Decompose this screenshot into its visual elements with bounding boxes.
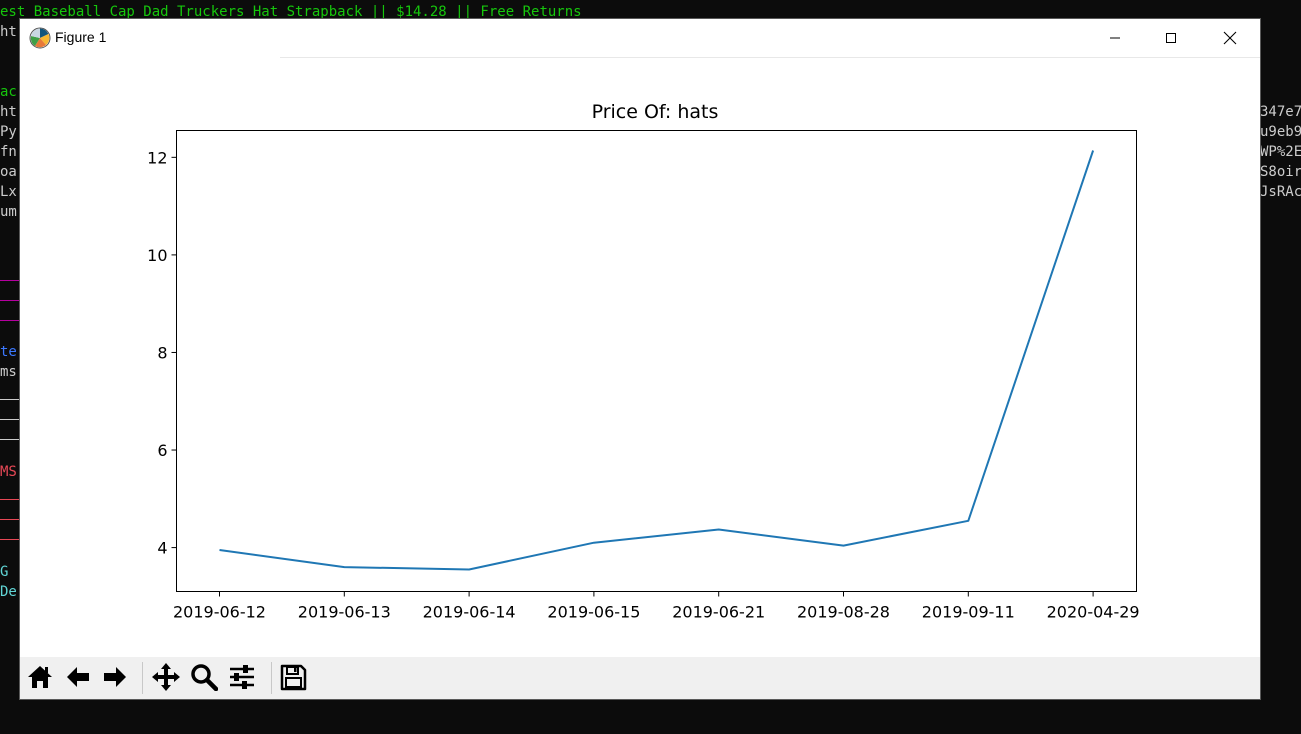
terminal-fragment: ms <box>0 364 17 380</box>
toolbar-separator <box>271 662 272 694</box>
axes-frame <box>176 130 1137 592</box>
figure-window: Figure 1 Price Of: hats 4 6 8 10 12 2019-06-1… <box>20 19 1260 699</box>
y-tick-label: 12 <box>147 148 167 167</box>
close-button[interactable] <box>1201 19 1259 57</box>
window-title: Figure 1 <box>55 29 107 45</box>
forward-button[interactable] <box>98 660 132 694</box>
x-tick-label: 2020-04-29 <box>1047 603 1140 622</box>
toolbar-separator <box>142 662 143 694</box>
terminal-rule <box>0 539 20 540</box>
x-tick-label: 2019-06-21 <box>672 603 765 622</box>
terminal-rule <box>0 439 20 440</box>
line-chart: Price Of: hats 4 6 8 10 12 2019-06-12 2019-06-… <box>147 101 1140 622</box>
title-bar[interactable]: Figure 1 <box>20 19 1260 57</box>
terminal-fragment: fn <box>0 144 17 160</box>
minimize-icon <box>1110 37 1120 39</box>
y-tick-label: 8 <box>157 343 167 362</box>
terminal-fragment: oa <box>0 164 17 180</box>
y-tick-label: 4 <box>157 539 167 558</box>
terminal-rule <box>0 280 20 281</box>
terminal-rule <box>0 499 20 500</box>
chart-title: Price Of: hats <box>592 101 719 123</box>
terminal-fragment: JsRAc <box>1260 184 1301 200</box>
terminal-fragment: MS <box>0 464 17 480</box>
save-button[interactable] <box>276 660 310 694</box>
x-tick-label: 2019-09-11 <box>922 603 1015 622</box>
maximize-icon <box>1166 33 1176 43</box>
home-icon <box>28 666 52 688</box>
terminal-right-strip: 347e7 u9eb9 WP%2E S8oir JsRAc <box>1260 0 1301 734</box>
navigation-toolbar <box>20 657 1260 699</box>
terminal-fragment: De <box>0 584 17 600</box>
x-tick-label: 2019-08-28 <box>797 603 890 622</box>
y-tick-label: 10 <box>147 246 167 265</box>
terminal-fragment: ht <box>0 104 17 120</box>
minimize-button[interactable] <box>1086 19 1144 57</box>
pan-button[interactable] <box>149 660 183 694</box>
terminal-fragment: ac <box>0 84 17 100</box>
configure-subplots-button[interactable] <box>225 660 259 694</box>
terminal-rule <box>0 320 20 321</box>
terminal-fragment: S8oir <box>1260 164 1301 180</box>
terminal-fragment: G <box>0 564 17 580</box>
x-tick-label: 2019-06-14 <box>423 603 516 622</box>
terminal-fragment: u9eb9 <box>1260 124 1301 140</box>
terminal-rule <box>0 399 20 400</box>
matplotlib-logo-icon <box>29 27 51 49</box>
terminal-fragment: 347e7 <box>1260 104 1301 120</box>
terminal-top-line: est Baseball Cap Dad Truckers Hat Strapb… <box>0 4 582 20</box>
x-tick-label: 2019-06-12 <box>173 603 266 622</box>
terminal-rule <box>0 300 20 301</box>
y-tick-label: 6 <box>157 441 167 460</box>
terminal-fragment: Lx <box>0 184 17 200</box>
terminal-rule <box>0 419 20 420</box>
terminal-fragment: Py <box>0 124 17 140</box>
plot-canvas[interactable]: Price Of: hats 4 6 8 10 12 2019-06-12 2019-06-… <box>20 58 1260 657</box>
close-icon <box>1223 31 1237 45</box>
move-icon <box>152 663 180 691</box>
terminal-rule <box>0 519 20 520</box>
x-tick-label: 2019-06-15 <box>547 603 640 622</box>
zoom-button[interactable] <box>187 660 221 694</box>
home-button[interactable] <box>23 660 57 694</box>
floppy-disk-icon <box>280 664 307 691</box>
terminal-fragment: WP%2E <box>1260 144 1301 160</box>
terminal-fragment: ht <box>0 24 17 40</box>
arrow-left-icon <box>67 667 89 687</box>
back-button[interactable] <box>61 660 95 694</box>
title-bar-divider <box>280 57 1260 58</box>
magnifier-icon <box>191 664 218 691</box>
terminal-fragment: um <box>0 204 17 220</box>
terminal-fragment: te <box>0 344 17 360</box>
terminal-left-strip: ht ac ht Py fn oa Lx um te ms MS G De <box>0 0 20 734</box>
series-line <box>219 150 1095 571</box>
maximize-button[interactable] <box>1142 19 1200 57</box>
sliders-icon <box>230 665 254 689</box>
x-tick-label: 2019-06-13 <box>298 603 391 622</box>
arrow-right-icon <box>104 667 126 687</box>
